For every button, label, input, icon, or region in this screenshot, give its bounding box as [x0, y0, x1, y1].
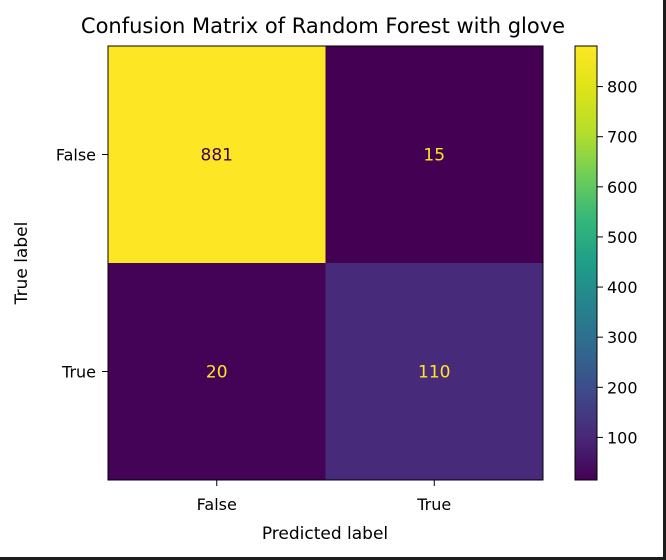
colorbar-tick-label: 500 [607, 228, 638, 247]
y-axis-label: True label [12, 222, 32, 306]
colorbar-tick-label: 400 [607, 278, 638, 297]
heatmap-cell [108, 263, 326, 480]
cell-value-label: 15 [423, 146, 445, 166]
x-tick-label: True [416, 495, 451, 514]
heatmap-grid: 881 15 20 110 [108, 46, 543, 480]
cell-value-label: 110 [418, 363, 450, 383]
colorbar-tick-label: 300 [607, 328, 638, 347]
y-axis-ticks: False True [56, 146, 108, 382]
colorbar-tick-label: 100 [607, 428, 638, 447]
y-tick-label: False [56, 146, 96, 165]
heatmap-cell [108, 46, 326, 263]
x-axis-ticks: False True [197, 480, 451, 514]
x-axis-label: Predicted label [262, 524, 388, 544]
chart-title: Confusion Matrix of Random Forest with g… [81, 14, 565, 38]
colorbar-ticks: 100 200 300 400 500 600 700 800 [597, 78, 638, 447]
colorbar-tick-label: 200 [607, 378, 638, 397]
colorbar-tick-label: 800 [607, 78, 638, 97]
cell-value-label: 20 [206, 363, 228, 383]
heatmap-frame [107, 45, 544, 481]
heatmap-cell [325, 46, 543, 263]
y-tick-label: True [61, 363, 96, 382]
heatmap-cell [325, 263, 543, 480]
cell-value-label: 881 [201, 146, 233, 166]
colorbar-tick-label: 600 [607, 178, 638, 197]
colorbar [574, 45, 598, 481]
x-tick-label: False [197, 495, 237, 514]
colorbar-tick-label: 700 [607, 128, 638, 147]
